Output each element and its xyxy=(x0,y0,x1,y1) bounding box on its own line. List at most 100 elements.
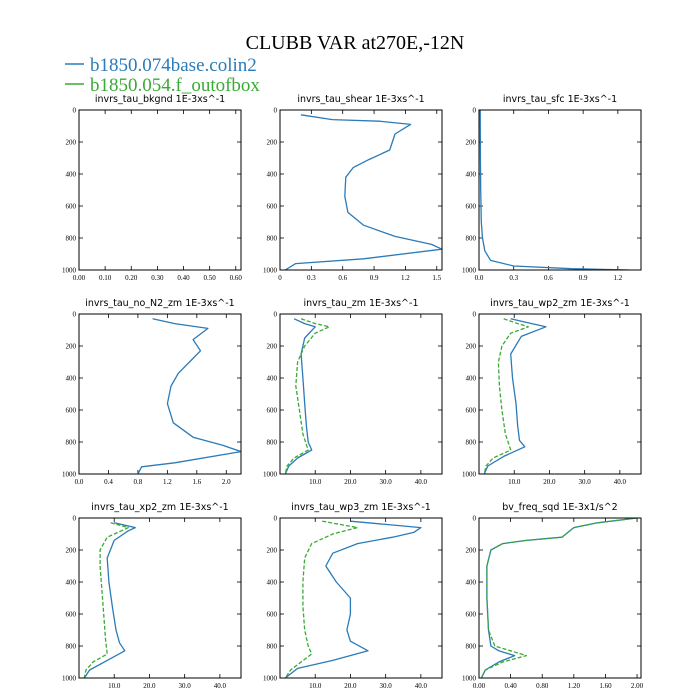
x-tick-label: 0.20 xyxy=(125,274,138,282)
x-tick-label: 0.00 xyxy=(73,274,86,282)
x-tick-label: 10.0 xyxy=(309,478,322,486)
y-tick-label: 1000 xyxy=(263,267,278,275)
y-tick-label: 0 xyxy=(274,515,278,523)
x-tick-label: 0.3 xyxy=(509,274,518,282)
y-tick-label: 400 xyxy=(66,579,77,587)
panel-title: invrs_tau_wp3_zm 1E-3xs^-1 xyxy=(291,502,431,513)
series-line-1 xyxy=(284,114,442,270)
y-tick-label: 400 xyxy=(66,375,77,383)
y-tick-label: 600 xyxy=(466,203,477,211)
panel-title: invrs_tau_zm 1E-3xs^-1 xyxy=(304,298,419,309)
x-tick-label: 1.60 xyxy=(599,682,612,690)
x-tick-label: 0.3 xyxy=(307,274,316,282)
x-tick-label: 0.40 xyxy=(177,274,190,282)
y-tick-label: 1000 xyxy=(263,471,278,479)
panel-9: bv_freq_sqd 1E-3x1/s^2020040060080010000… xyxy=(462,502,644,690)
y-tick-label: 1000 xyxy=(462,675,477,683)
x-tick-label: 40.0 xyxy=(415,478,428,486)
x-tick-label: 30.0 xyxy=(579,478,592,486)
series-line-2 xyxy=(483,318,529,474)
panel-7: invrs_tau_xp2_zm 1E-3xs^-1 0 200 400 600 800 1… xyxy=(62,502,242,690)
x-tick-label: 10.0 xyxy=(508,478,521,486)
series-line-1 xyxy=(480,518,638,678)
y-tick-label: 1000 xyxy=(462,267,477,275)
y-tick-label: 200 xyxy=(466,343,477,351)
x-tick-label: 1.6 xyxy=(192,478,201,486)
x-tick-label: 0.4 xyxy=(104,478,113,486)
y-tick-label: 800 xyxy=(466,235,477,243)
panel-6: invrs_tau_wp2_zm 1E-3xs^-1 0 200 400 600 800 1… xyxy=(462,298,642,486)
panel-frame xyxy=(78,313,242,475)
panel-title: bv_freq_sqd 1E-3x1/s^2 xyxy=(502,502,617,513)
y-tick-label: 600 xyxy=(466,407,477,415)
y-tick-label: 1000 xyxy=(62,675,77,683)
x-tick-label: 0 xyxy=(278,274,282,282)
y-tick-label: 800 xyxy=(66,439,77,447)
panel-5: invrs_tau_zm 1E-3xs^-1 0 200 400 600 800 1000 1… xyxy=(263,298,443,486)
figure-title: CLUBB VAR at270E,-12N xyxy=(246,32,465,54)
x-tick-label: 0.6 xyxy=(544,274,553,282)
x-tick-label: 10.0 xyxy=(108,682,121,690)
y-tick-label: 1000 xyxy=(62,471,77,479)
y-tick-label: 200 xyxy=(267,343,278,351)
y-tick-label: 400 xyxy=(66,171,77,179)
y-tick-label: 0 xyxy=(274,311,278,319)
y-tick-label: 400 xyxy=(267,579,278,587)
panel-title: invrs_tau_shear 1E-3xs^-1 xyxy=(297,94,424,105)
legend-label-1: b1850.074base.colin2 xyxy=(90,55,257,76)
y-tick-label: 0 xyxy=(73,311,77,319)
x-tick-label: 0.50 xyxy=(204,274,217,282)
panel-3: invrs_tau_sfc 1E-3xs^-1 0 200 400 600 800 1000… xyxy=(462,94,642,282)
y-tick-label: 1000 xyxy=(462,471,477,479)
x-tick-label: 10.0 xyxy=(309,682,322,690)
y-tick-label: 800 xyxy=(267,439,278,447)
y-tick-label: 200 xyxy=(267,547,278,555)
panel-title: invrs_tau_bkgnd 1E-3xs^-1 xyxy=(95,94,225,105)
panel-8: invrs_tau_wp3_zm 1E-3xs^-1 0 200 400 600 800 1… xyxy=(263,502,443,690)
panel-frame xyxy=(478,109,642,271)
y-tick-label: 400 xyxy=(466,579,477,587)
x-tick-label: 0.6 xyxy=(338,274,347,282)
series-line-1 xyxy=(479,110,630,270)
series-line-1 xyxy=(284,520,422,678)
series-line-2 xyxy=(83,522,129,678)
x-tick-label: 40.0 xyxy=(214,682,227,690)
x-tick-label: 0.60 xyxy=(230,274,243,282)
x-tick-label: 40.0 xyxy=(415,682,428,690)
panel-1: invrs_tau_bkgnd 1E-3xs^-1 0 200 400 600 800 10… xyxy=(62,94,242,282)
x-tick-label: 0.40 xyxy=(504,682,517,690)
x-tick-label: 2.0 xyxy=(222,478,231,486)
x-tick-label: 1.5 xyxy=(432,274,441,282)
y-tick-label: 200 xyxy=(66,547,77,555)
y-tick-label: 800 xyxy=(66,235,77,243)
y-tick-label: 0 xyxy=(73,107,77,115)
x-tick-label: 1.2 xyxy=(163,478,172,486)
panel-frame xyxy=(78,517,242,679)
x-tick-label: 0.10 xyxy=(99,274,112,282)
y-tick-label: 800 xyxy=(267,235,278,243)
panel-frame xyxy=(279,517,443,679)
series-line-2 xyxy=(284,520,359,678)
x-tick-label: 30.0 xyxy=(179,682,192,690)
y-tick-label: 0 xyxy=(73,515,77,523)
y-tick-label: 200 xyxy=(66,343,77,351)
x-tick-label: 1.20 xyxy=(568,682,581,690)
y-tick-label: 0 xyxy=(473,311,477,319)
x-tick-label: 30.0 xyxy=(380,682,393,690)
x-tick-label: 0.0 xyxy=(75,478,84,486)
legend-label-2: b1850.054.f_outofbox xyxy=(90,75,260,96)
y-tick-label: 0 xyxy=(274,107,278,115)
x-tick-label: 0.0 xyxy=(475,274,484,282)
x-tick-label: 30.0 xyxy=(380,478,393,486)
y-tick-label: 600 xyxy=(267,407,278,415)
panel-title: invrs_tau_xp2_zm 1E-3xs^-1 xyxy=(91,502,228,513)
panel-frame xyxy=(478,517,642,679)
y-tick-label: 1000 xyxy=(62,267,77,275)
x-tick-label: 0.00 xyxy=(473,682,486,690)
x-tick-label: 2.00 xyxy=(631,682,644,690)
x-tick-label: 0.8 xyxy=(134,478,143,486)
y-tick-label: 400 xyxy=(466,375,477,383)
series-line-1 xyxy=(483,318,547,474)
y-tick-label: 800 xyxy=(466,439,477,447)
y-tick-label: 200 xyxy=(466,139,477,147)
